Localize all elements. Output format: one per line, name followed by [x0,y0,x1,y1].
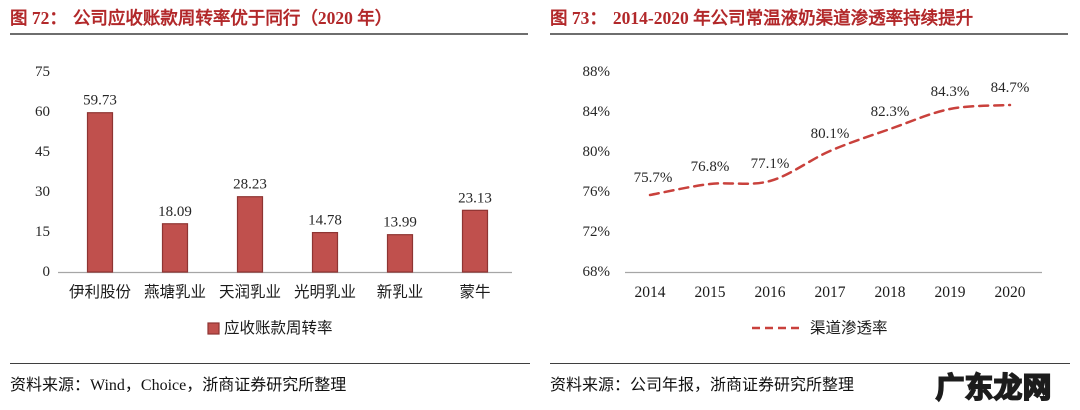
figure-73-title-rule [550,33,1068,35]
figure-73-title-text: 2014-2020 年公司常温液奶渠道渗透率持续提升 [612,8,974,28]
x-year-label: 2019 [935,284,966,301]
bar [311,231,339,273]
y-tick: 30 [35,184,50,200]
x-year-label: 2020 [995,284,1026,301]
figure-72-title-text: 公司应收账款周转率优于同行（2020 年） [72,8,393,28]
y-tick: 76% [583,184,611,200]
figure-73-title: 图 73： 2014-2020 年公司常温液奶渠道渗透率持续提升 [550,6,1072,30]
bar-value-label: 13.99 [383,215,417,231]
penetration-dashed-line [648,103,1012,197]
bar [236,196,264,273]
x-category-label: 伊利股份 [69,283,132,301]
figure-72-title-rule [10,33,528,35]
y-tick: 60 [35,104,50,120]
bar-value-label: 28.23 [233,177,267,193]
point-value-label: 84.7% [991,80,1030,96]
y-tick: 0 [43,264,51,280]
bar-value-label: 59.73 [83,93,117,109]
figure-73-panel: 图 73： 2014-2020 年公司常温液奶渠道渗透率持续提升 68% 72% 76… [540,0,1080,410]
y-tick: 75 [35,64,50,80]
bar [161,223,189,273]
x-year-label: 2016 [755,284,786,301]
point-value-label: 82.3% [871,104,910,120]
point-value-label: 77.1% [751,156,790,172]
bar [386,234,414,273]
x-category-label: 蒙牛 [459,283,490,301]
bar-chart-receivable-turnover: 0 15 30 45 60 75 59.73 伊利股份 18.09 燕塘乳业 28.23 天润乳业 14… [35,64,512,337]
bar-value-label: 14.78 [308,213,342,229]
y-tick: 88% [583,64,611,80]
figure-73-source: 资料来源：公司年报，浙商证券研究所整理 [550,363,1070,395]
point-value-label: 76.8% [691,159,730,175]
watermark: 广东龙网 [935,371,1052,404]
figure-72-label: 图 72： [10,8,67,28]
x-category-label: 光明乳业 [294,283,356,301]
y-tick: 84% [583,104,611,120]
bar [86,112,114,273]
point-value-label: 80.1% [811,126,850,142]
legend-label: 渠道渗透率 [810,319,888,337]
figure-72-title: 图 72： 公司应收账款周转率优于同行（2020 年） [10,6,532,30]
figure-73-label: 图 73： [550,8,607,28]
x-year-label: 2018 [875,284,906,301]
y-tick: 15 [35,224,50,240]
x-year-label: 2017 [815,284,846,301]
y-tick: 45 [35,144,50,160]
x-category-label: 天润乳业 [219,283,281,301]
figure-72-source: 资料来源：Wind，Choice，浙商证券研究所整理 [10,363,530,395]
figure-72-panel: 图 72： 公司应收账款周转率优于同行（2020 年） 0 15 30 45 60 75 59… [10,6,532,395]
bar-value-label: 18.09 [158,204,192,220]
y-tick: 80% [583,144,611,160]
line-chart-channel-penetration: 68% 72% 76% 80% 84% 88% 75.7% 2014 76.8% 2015 77.1… [583,64,1042,337]
point-value-label: 84.3% [931,84,970,100]
bar-value-label: 23.13 [458,190,492,206]
bar [461,209,489,273]
y-tick: 68% [583,264,611,280]
point-value-label: 75.7% [634,170,673,186]
x-year-label: 2015 [695,284,726,301]
legend-swatch [207,322,220,335]
x-category-label: 燕塘乳业 [144,283,206,301]
legend-label: 应收账款周转率 [224,318,333,337]
x-year-label: 2014 [635,284,666,301]
y-tick: 72% [583,224,611,240]
x-category-label: 新乳业 [377,283,424,301]
